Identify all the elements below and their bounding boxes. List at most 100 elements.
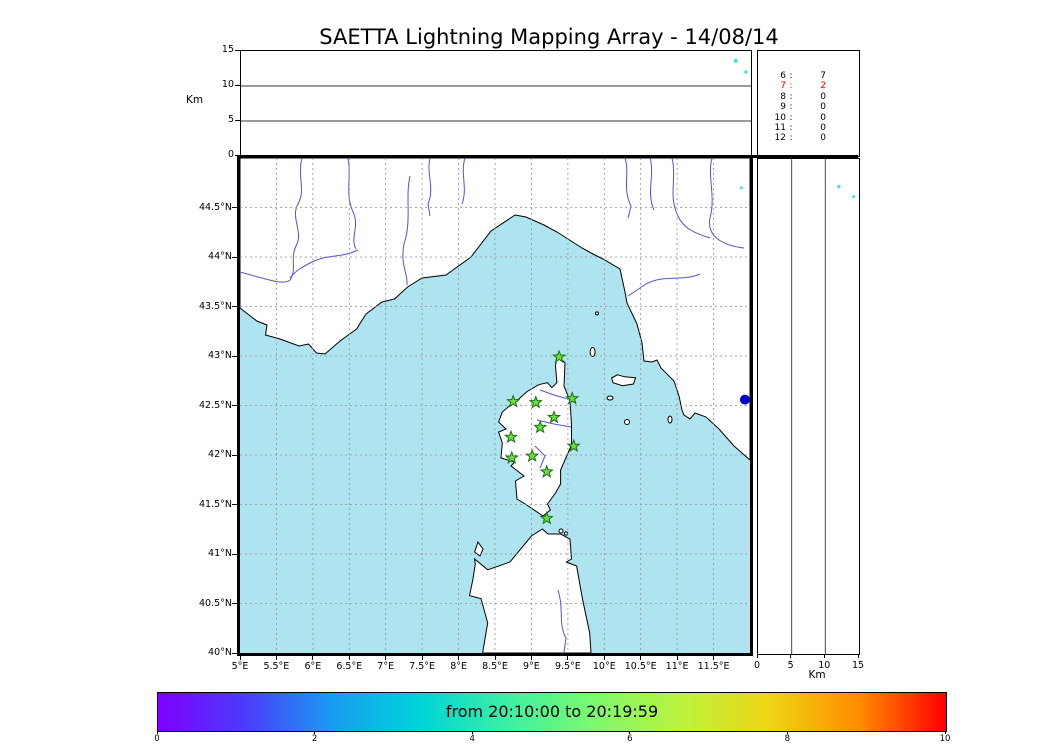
land-layer bbox=[239, 157, 751, 654]
stats-row: 11: 0 bbox=[764, 123, 859, 133]
altitude-vs-latitude-panel bbox=[757, 158, 860, 655]
stats-separator: : bbox=[789, 71, 793, 81]
colorbar: from 20:10:00 to 20:19:59 bbox=[157, 692, 947, 732]
stats-key: 8 bbox=[780, 91, 786, 102]
page-title: SAETTA Lightning Mapping Array - 14/08/1… bbox=[319, 25, 779, 49]
river bbox=[536, 419, 572, 428]
stats-key: 10 bbox=[774, 112, 786, 123]
frame-divider bbox=[750, 155, 858, 158]
lon-tick-label: 9.5°E bbox=[554, 661, 581, 672]
river bbox=[289, 249, 359, 279]
lightning-point bbox=[744, 70, 748, 74]
stats-separator: : bbox=[789, 112, 793, 123]
lat-tick-label: 42°N bbox=[208, 449, 232, 460]
lon-tick-label: 10.5°E bbox=[624, 661, 657, 672]
river bbox=[539, 389, 569, 400]
colorbar-tick-label: 0 bbox=[154, 734, 160, 744]
stats-key: 12 bbox=[774, 133, 786, 144]
stats-row: 6: 7 bbox=[764, 71, 859, 81]
map-panel bbox=[237, 155, 753, 656]
lma-station-star bbox=[528, 395, 543, 409]
stats-separator: : bbox=[789, 91, 793, 102]
stats-value: 2 bbox=[820, 81, 826, 92]
stats-key: 11 bbox=[774, 122, 786, 133]
stats-row: 8: 0 bbox=[764, 92, 859, 102]
altitude-panel-plot bbox=[791, 159, 856, 654]
lat-tick-label: 43.5°N bbox=[198, 300, 232, 312]
stats-separator: : bbox=[789, 102, 793, 113]
colorbar-gradient bbox=[158, 693, 946, 731]
lon-tick-label: 6°E bbox=[304, 661, 322, 672]
colorbar-tick-label: 4 bbox=[469, 734, 475, 744]
altitude-axis-label: Km bbox=[186, 94, 204, 106]
lightning-point bbox=[837, 185, 841, 189]
lon-tick-label: 8°E bbox=[450, 661, 467, 672]
coastline-continent bbox=[239, 157, 751, 462]
stats-key: 6 bbox=[780, 71, 786, 81]
island-caprera bbox=[563, 531, 569, 536]
river bbox=[649, 157, 655, 211]
lon-tick-label: 8.5°E bbox=[482, 661, 508, 672]
stats-key: 9 bbox=[780, 102, 786, 113]
river bbox=[461, 157, 466, 205]
alt-tick-label: 15 bbox=[221, 44, 234, 55]
river bbox=[627, 273, 701, 297]
lon-tick-label: 5.5°E bbox=[263, 661, 290, 672]
river bbox=[427, 157, 432, 217]
altitude-panel-plot bbox=[241, 58, 751, 122]
alt-tick-label: 10 bbox=[221, 79, 234, 90]
stats-key: 7 bbox=[780, 81, 786, 92]
island-pianosa bbox=[606, 395, 614, 401]
island-maddalena bbox=[558, 528, 564, 534]
lat-tick-label: 42.5°N bbox=[198, 399, 232, 411]
river bbox=[402, 175, 411, 286]
lma-station-star bbox=[533, 419, 548, 434]
lon-tick-label: 7°E bbox=[377, 661, 395, 672]
lma-station-star bbox=[539, 510, 554, 525]
lat-tick-label: 43°N bbox=[208, 350, 232, 361]
river bbox=[534, 445, 546, 469]
stats-value: 0 bbox=[820, 102, 826, 113]
flash-stats-box: 6:7 7:2 8:0 9:0 10:0 11:0 12:0 bbox=[757, 50, 860, 157]
lightning-point bbox=[852, 195, 856, 199]
stats-separator: : bbox=[789, 122, 793, 133]
stats-value: 0 bbox=[820, 133, 826, 144]
lat-tick-label: 40.5°N bbox=[198, 597, 232, 609]
lightning-point bbox=[739, 186, 743, 190]
lightning-points-layer bbox=[739, 186, 750, 405]
lon-tick-label: 5°E bbox=[231, 661, 249, 672]
island-sardinia bbox=[468, 528, 592, 654]
lon-tick-label: 6.5°E bbox=[336, 661, 363, 672]
lat-tick-label: 41°N bbox=[208, 548, 232, 559]
river bbox=[624, 157, 632, 219]
colorbar-time-label: from 20:10:00 to 20:19:59 bbox=[445, 702, 659, 721]
right-axis-label: Km bbox=[808, 669, 826, 681]
lma-station-star bbox=[503, 429, 519, 444]
lma-station-star bbox=[504, 450, 519, 464]
stats-value: 0 bbox=[820, 91, 826, 102]
island-giglio bbox=[667, 415, 673, 424]
colorbar-tick-label: 8 bbox=[784, 734, 791, 744]
lightning-point bbox=[733, 58, 738, 63]
stats-row: 10: 0 bbox=[764, 113, 859, 123]
alt-tick-label: 0 bbox=[227, 149, 234, 160]
geographic-map bbox=[239, 157, 751, 654]
lon-tick-label: 9°E bbox=[522, 661, 540, 672]
lma-station-star bbox=[546, 409, 562, 424]
stats-value: 0 bbox=[820, 122, 826, 133]
lon-tick-label: 7.5°E bbox=[409, 661, 436, 672]
lon-tick-label: 11°E bbox=[665, 661, 689, 672]
lat-tick-label: 41.5°N bbox=[198, 498, 232, 510]
stats-row: 9: 0 bbox=[764, 102, 859, 112]
right-km-tick-label: 15 bbox=[851, 660, 865, 671]
lma-station-star bbox=[566, 438, 581, 453]
colorbar-tick-label: 6 bbox=[627, 734, 633, 744]
stats-value: 0 bbox=[820, 112, 826, 123]
stats-value: 7 bbox=[820, 71, 826, 81]
island-elba bbox=[611, 374, 637, 387]
colorbar-tick-label: 2 bbox=[311, 734, 318, 744]
island-montecristo bbox=[624, 419, 630, 425]
stats-separator: : bbox=[789, 81, 793, 92]
lon-tick-label: 10°E bbox=[592, 661, 616, 672]
river bbox=[709, 157, 745, 249]
